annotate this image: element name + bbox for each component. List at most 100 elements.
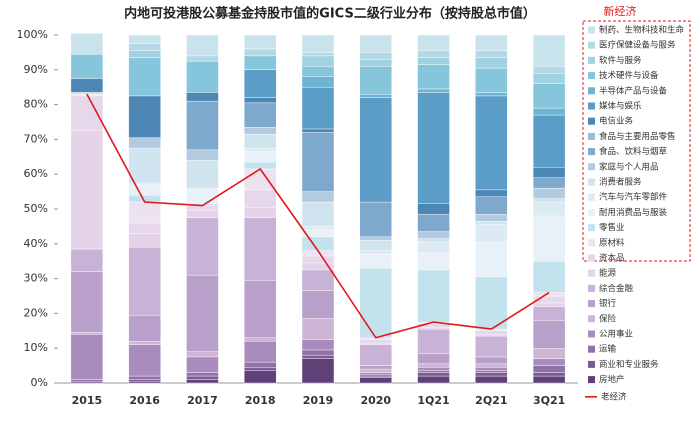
legend-label: 老经济 [601, 391, 627, 402]
bar-segment [301, 290, 335, 319]
bar-segment [186, 210, 219, 218]
bar-segment [417, 241, 450, 253]
bar-segment [532, 372, 566, 377]
bar-segment [244, 217, 277, 281]
legend-label: 家庭与个人用品 [599, 161, 659, 172]
bar-segment [186, 92, 219, 102]
y-tick-label: 100% [17, 28, 48, 41]
bar-segment [301, 339, 335, 351]
bar-segment [70, 53, 104, 79]
bar-segment [532, 375, 566, 384]
legend-label: 原材料 [599, 237, 625, 248]
bar-segment [301, 191, 335, 203]
legend-swatch [588, 315, 595, 323]
bar-segment [532, 320, 566, 349]
legend-label: 耐用消费品与服装 [599, 207, 668, 218]
bar-segment [359, 375, 392, 378]
legend-swatch [588, 163, 595, 171]
bar-segment [301, 76, 335, 88]
bar-segment [475, 372, 508, 377]
bar-segment [128, 379, 161, 382]
legend-swatch [588, 330, 595, 338]
bar-segment [301, 226, 335, 231]
legend-label: 半导体产品与设备 [599, 85, 668, 96]
bar-segment [301, 52, 335, 57]
bar-segment [186, 60, 219, 93]
bar-segment [128, 222, 161, 234]
bar-segment [359, 372, 392, 375]
legend-label: 房地产 [599, 374, 625, 385]
bar-segment [359, 52, 392, 60]
bar-segment [186, 34, 219, 57]
bar-segment [128, 34, 161, 44]
legend-swatch [588, 300, 595, 308]
bar-segment [417, 50, 450, 58]
bar-segment [417, 88, 450, 93]
bar-segment [475, 356, 508, 365]
legend-swatch [588, 102, 595, 110]
bar-segment [532, 215, 566, 262]
legend-swatch [588, 269, 595, 277]
bar-segment [186, 189, 219, 204]
bar-segment [532, 261, 566, 293]
x-tick-label: 1Q21 [417, 394, 449, 407]
bar-segment [244, 367, 277, 372]
bar-segment [417, 328, 450, 354]
bar-segment [359, 368, 392, 373]
legend-label: 公用事业 [599, 329, 633, 340]
legend-label: 食品、饮料与烟草 [599, 146, 668, 157]
bar-segment [532, 306, 566, 321]
bar-segment [475, 34, 508, 51]
bar-segment [244, 133, 277, 149]
bar-segment [475, 50, 508, 58]
bar-segment [128, 375, 161, 380]
bar-segment [244, 161, 277, 170]
bar-segment [532, 358, 566, 366]
y-tick-label: 0% [31, 376, 48, 389]
bar-segment [186, 351, 219, 358]
bar-segment [128, 344, 161, 377]
bar-segment [417, 231, 450, 239]
bar-segment [128, 50, 161, 58]
bar-segment [128, 182, 161, 185]
bar-segment [301, 86, 335, 130]
bar-segment [186, 55, 219, 62]
bar-segment [128, 43, 161, 51]
bar-segment [70, 33, 104, 55]
legend-label: 技术硬件与设备 [599, 70, 659, 81]
bar-segment [244, 341, 277, 363]
legend-label: 汽车与汽车零部件 [599, 192, 668, 203]
line [86, 93, 550, 339]
bar-segment [301, 132, 335, 192]
bar-segment [417, 375, 450, 384]
bar-segment [70, 130, 104, 250]
bar-segment [359, 240, 392, 251]
bar-segment [359, 250, 392, 255]
legend-swatch [588, 284, 595, 292]
bar-segment [128, 314, 161, 342]
bar-segment [128, 381, 161, 384]
bar-segment [532, 114, 566, 168]
bar-segment [128, 184, 161, 196]
legend-swatch [588, 224, 595, 232]
x-tick-label: 2Q21 [475, 394, 507, 407]
y-tick-label: 10% [24, 341, 48, 354]
bar-segment [359, 201, 392, 238]
bar-segment [244, 370, 277, 384]
bar-segment [475, 95, 508, 191]
bar-segment [301, 201, 335, 227]
bar-segment [359, 59, 392, 67]
bar-segment [475, 375, 508, 384]
bar-segment [128, 341, 161, 345]
bar-segment [417, 327, 450, 330]
bar-segment [475, 363, 508, 368]
legend-label: 零售业 [599, 222, 625, 233]
bar-segment [359, 254, 392, 269]
x-tick-label: 2016 [129, 394, 160, 407]
bar-segment [128, 57, 161, 97]
y-tick-label: 90% [24, 63, 48, 76]
bar-segment [301, 255, 335, 264]
bar-segment [128, 201, 161, 224]
legend-swatch [588, 72, 595, 80]
y-tick-label: 40% [24, 237, 48, 250]
